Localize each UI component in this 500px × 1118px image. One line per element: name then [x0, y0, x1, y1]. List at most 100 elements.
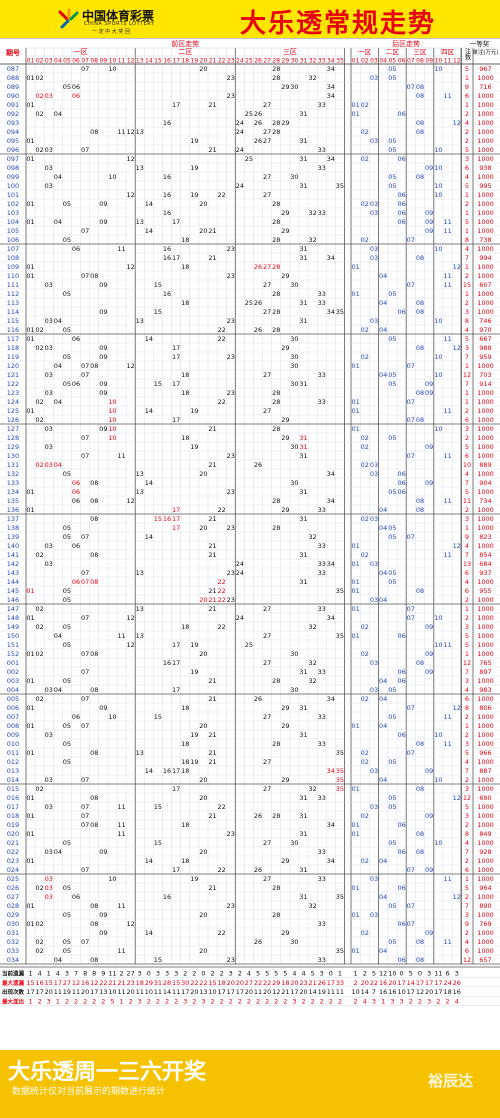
front-draw-number: 04 [54, 173, 62, 181]
front-draw-number: 27 [263, 875, 271, 883]
front-draw-number: 34 [327, 821, 335, 829]
front-number-header: 15 [154, 58, 162, 65]
back-draw-number: 05 [388, 182, 396, 190]
issue-number: 118 [7, 344, 19, 352]
prize-count-value: 2 [465, 200, 469, 208]
prize-count-value: 6 [465, 587, 469, 595]
issue-number: 150 [7, 632, 19, 640]
front-draw-number: 07 [81, 776, 89, 784]
back-draw-number: 12 [453, 704, 461, 712]
issue-number: 147 [7, 605, 19, 613]
footer-subtitle: 数据统计仅对当前展示的期数进行统计 [12, 1087, 166, 1097]
back-draw-number: 11 [443, 227, 451, 235]
prize-count-value: 3 [465, 911, 469, 919]
prize-amount-value: 1000 [477, 578, 494, 586]
front-draw-number: 27 [263, 173, 271, 181]
prize-amount-value: 1000 [477, 101, 494, 109]
front-draw-number: 03 [45, 560, 53, 568]
front-draw-number: 04 [54, 461, 62, 469]
back-draw-number: 01 [351, 290, 359, 298]
prize-count-value: 7 [465, 380, 469, 388]
front-draw-number: 08 [90, 821, 98, 829]
stats-front-value: 27 [245, 979, 253, 987]
issue-number: 114 [7, 308, 19, 316]
back-draw-number: 06 [397, 677, 405, 685]
back-number-header: 12 [453, 58, 461, 65]
back-draw-number: 07 [407, 704, 415, 712]
stats-front-value: 10 [208, 988, 216, 996]
front-draw-number: 24 [236, 614, 244, 622]
front-draw-number: 07 [81, 812, 89, 820]
front-draw-number: 05 [63, 947, 71, 955]
back-draw-number: 06 [397, 884, 405, 892]
stats-back-value: 17 [425, 979, 433, 987]
front-draw-number: 12 [127, 191, 135, 199]
front-draw-number: 15 [154, 380, 162, 388]
front-draw-number: 07 [81, 434, 89, 442]
front-draw-number: 17 [172, 641, 180, 649]
front-draw-number: 17 [172, 254, 180, 262]
prize-amount-value: 959 [479, 353, 491, 361]
stats-front-value: 5 [265, 969, 269, 977]
back-zone-3-header: 三区 [414, 48, 428, 56]
front-number-header: 11 [118, 58, 126, 65]
prize-amount-value: 1000 [477, 731, 494, 739]
front-draw-number: 07 [81, 938, 89, 946]
front-draw-number: 19 [190, 731, 198, 739]
stats-front-value: 2 [274, 998, 278, 1006]
prize-amount-value: 1000 [477, 614, 494, 622]
prize-amount-value: 690 [479, 794, 491, 802]
prize-count-value: 8 [465, 236, 469, 244]
prize-count-value: 6 [465, 92, 469, 100]
back-draw-number: 06 [397, 488, 405, 496]
back-draw-number: 01 [351, 821, 359, 829]
stats-front-value: 2 [38, 998, 42, 1006]
front-draw-number: 13 [136, 470, 144, 478]
front-draw-number: 29 [281, 227, 289, 235]
front-draw-number: 23 [227, 272, 235, 280]
stats-back-value: 20 [361, 979, 369, 987]
front-draw-number: 26 [254, 695, 262, 703]
front-draw-number: 03 [45, 803, 53, 811]
stats-front-value: 7 [74, 969, 78, 977]
front-draw-number: 12 [127, 920, 135, 928]
prize-count-value: 1 [465, 227, 469, 235]
front-draw-number: 33 [318, 920, 326, 928]
stats-front-value: 5 [274, 969, 278, 977]
prize-amount-value: 1000 [477, 245, 494, 253]
stats-front-value: 3 [47, 998, 51, 1006]
back-draw-number: 05 [388, 578, 396, 586]
prize-amount-value: 1000 [477, 722, 494, 730]
front-draw-number: 09 [99, 704, 107, 712]
issue-number: 097 [7, 155, 19, 163]
front-draw-number: 31 [299, 893, 307, 901]
front-draw-number: 05 [63, 200, 71, 208]
back-draw-number: 05 [388, 533, 396, 541]
front-draw-number: 21 [208, 749, 216, 757]
front-draw-number: 31 [299, 317, 307, 325]
front-draw-number: 27 [263, 308, 271, 316]
stats-back-value: 4 [455, 998, 459, 1006]
stats-front-value: 11 [336, 988, 344, 996]
back-draw-number: 08 [416, 128, 424, 136]
stats-front-value: 20 [236, 979, 244, 987]
front-draw-number: 08 [90, 272, 98, 280]
prize-amount-value: 1000 [477, 425, 494, 433]
front-draw-number: 28 [272, 524, 280, 532]
front-draw-number: 32 [309, 785, 317, 793]
front-draw-number: 21 [208, 596, 216, 604]
back-draw-number: 02 [361, 650, 369, 658]
issue-number: 134 [7, 488, 19, 496]
back-draw-number: 02 [361, 155, 369, 163]
back-draw-number: 08 [416, 830, 424, 838]
stats-front-value: 11 [54, 988, 62, 996]
stats-front-value: 3 [165, 969, 169, 977]
front-draw-number: 28 [272, 263, 280, 271]
stats-back-value: 16 [388, 988, 396, 996]
front-draw-number: 09 [99, 353, 107, 361]
back-draw-number: 04 [379, 506, 387, 514]
back-draw-number: 01 [351, 587, 359, 595]
front-draw-number: 28 [272, 200, 280, 208]
front-draw-number: 33 [318, 101, 326, 109]
stats-front-value: 4 [247, 969, 251, 977]
